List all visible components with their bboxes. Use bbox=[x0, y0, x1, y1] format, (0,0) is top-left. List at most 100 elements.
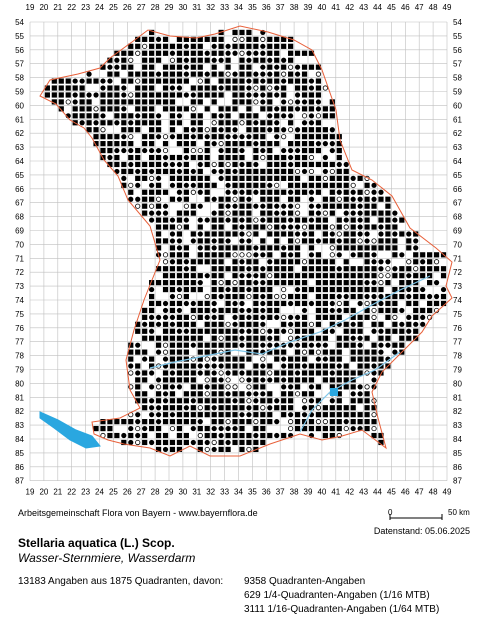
record-quadrant-square bbox=[218, 43, 224, 49]
record-open-dot bbox=[162, 259, 169, 265]
record-quadrant-square bbox=[232, 43, 238, 49]
record-quadrant-square bbox=[128, 168, 134, 175]
record-sixteenth-dot bbox=[406, 273, 412, 279]
record-quadrant-square bbox=[385, 335, 391, 341]
record-quadrant-square bbox=[274, 50, 280, 56]
record-quadrant-square bbox=[176, 50, 183, 56]
record-sixteenth-dot bbox=[183, 182, 189, 188]
record-open-dot bbox=[308, 154, 315, 161]
record-quadrant-square bbox=[350, 231, 356, 237]
record-quadrant-square bbox=[155, 161, 162, 168]
x-tick-label: 34 bbox=[234, 488, 243, 497]
record-quadrant-square bbox=[329, 203, 335, 209]
record-open-dot bbox=[267, 224, 273, 230]
record-open-dot bbox=[135, 425, 141, 432]
record-quadrant-square bbox=[336, 286, 342, 293]
x-tick-label: 35 bbox=[248, 3, 257, 12]
record-quadrant-square bbox=[232, 29, 238, 36]
record-quadrant-square bbox=[197, 259, 203, 265]
record-quadrant-square bbox=[281, 391, 287, 397]
record-quadrant-square bbox=[392, 286, 398, 293]
record-quadrant-square bbox=[281, 405, 287, 411]
record-quadrant-square bbox=[378, 439, 384, 446]
record-sixteenth-dot bbox=[155, 405, 162, 411]
record-quadrant-square bbox=[149, 154, 155, 161]
record-quadrant-square bbox=[315, 286, 322, 293]
record-quadrant-square bbox=[246, 113, 252, 119]
record-open-dot bbox=[336, 300, 342, 307]
record-quadrant-square bbox=[274, 238, 280, 244]
record-quadrant-square bbox=[364, 266, 370, 272]
record-sixteenth-dot bbox=[176, 328, 183, 334]
record-quadrant-square bbox=[301, 50, 308, 56]
record-quadrant-square bbox=[378, 335, 384, 341]
x-tick-label: 23 bbox=[81, 3, 90, 12]
record-sixteenth-dot bbox=[149, 328, 155, 334]
record-open-dot bbox=[204, 293, 210, 300]
record-quadrant-square bbox=[183, 349, 189, 355]
record-quadrant-square bbox=[315, 127, 322, 133]
record-quadrant-square bbox=[162, 168, 169, 175]
record-quadrant-square bbox=[93, 141, 99, 147]
record-quadrant-square bbox=[162, 321, 169, 327]
record-quadrant-square bbox=[329, 419, 335, 425]
record-quadrant-square bbox=[107, 92, 113, 98]
record-quadrant-square bbox=[149, 196, 155, 202]
record-quadrant-square bbox=[169, 307, 176, 314]
record-sixteenth-dot bbox=[162, 154, 169, 161]
record-quadrant-square bbox=[413, 273, 419, 279]
record-quadrant-square bbox=[155, 224, 162, 230]
record-sixteenth-dot bbox=[357, 203, 363, 209]
record-quadrant-square bbox=[211, 293, 217, 300]
record-sixteenth-dot bbox=[267, 342, 273, 348]
record-open-dot bbox=[329, 252, 335, 258]
record-sixteenth-dot bbox=[378, 349, 384, 355]
record-quadrant-square bbox=[176, 57, 183, 63]
record-quadrant-square bbox=[301, 391, 308, 397]
record-open-dot bbox=[315, 349, 322, 355]
record-quadrant-square bbox=[197, 391, 203, 397]
record-sixteenth-dot bbox=[253, 71, 259, 77]
record-quadrant-square bbox=[260, 57, 266, 63]
record-sixteenth-dot bbox=[392, 266, 398, 272]
record-quadrant-square bbox=[246, 99, 252, 105]
record-quadrant-square bbox=[218, 92, 224, 98]
y-tick-label: 60 bbox=[15, 101, 24, 110]
record-open-dot bbox=[378, 273, 384, 279]
record-quadrant-square bbox=[371, 224, 377, 230]
record-quadrant-square bbox=[190, 259, 196, 265]
record-quadrant-square bbox=[176, 335, 183, 341]
record-sixteenth-dot bbox=[142, 425, 148, 432]
record-quadrant-square bbox=[121, 168, 127, 175]
record-open-dot bbox=[364, 189, 370, 195]
record-quadrant-square bbox=[162, 141, 169, 147]
record-sixteenth-dot bbox=[176, 307, 183, 314]
record-sixteenth-dot bbox=[371, 252, 377, 258]
record-sixteenth-dot bbox=[128, 439, 134, 446]
record-sixteenth-dot bbox=[162, 203, 169, 209]
record-quadrant-square bbox=[149, 99, 155, 105]
record-quadrant-square bbox=[128, 99, 134, 105]
record-sixteenth-dot bbox=[246, 238, 252, 244]
record-sixteenth-dot bbox=[107, 64, 113, 70]
credit-text: Arbeitsgemeinschaft Flora von Bayern - w… bbox=[18, 508, 258, 518]
record-sixteenth-dot bbox=[378, 266, 384, 272]
record-quadrant-square bbox=[274, 224, 280, 230]
record-open-dot bbox=[267, 370, 273, 376]
record-open-dot bbox=[225, 71, 231, 77]
record-open-dot bbox=[197, 78, 203, 84]
record-quadrant-square bbox=[155, 168, 162, 175]
record-quadrant-square bbox=[176, 92, 183, 98]
record-quadrant-square bbox=[294, 273, 301, 279]
record-quadrant-square bbox=[169, 127, 176, 133]
record-quadrant-square bbox=[142, 50, 148, 56]
record-quadrant-square bbox=[308, 405, 315, 411]
record-quadrant-square bbox=[232, 210, 238, 216]
record-quadrant-square bbox=[288, 182, 294, 188]
record-sixteenth-dot bbox=[142, 321, 148, 327]
record-quadrant-square bbox=[155, 439, 162, 446]
record-sixteenth-dot bbox=[322, 141, 328, 147]
record-quadrant-square bbox=[114, 161, 120, 168]
record-open-dot bbox=[267, 85, 273, 91]
record-sixteenth-dot bbox=[149, 398, 155, 404]
